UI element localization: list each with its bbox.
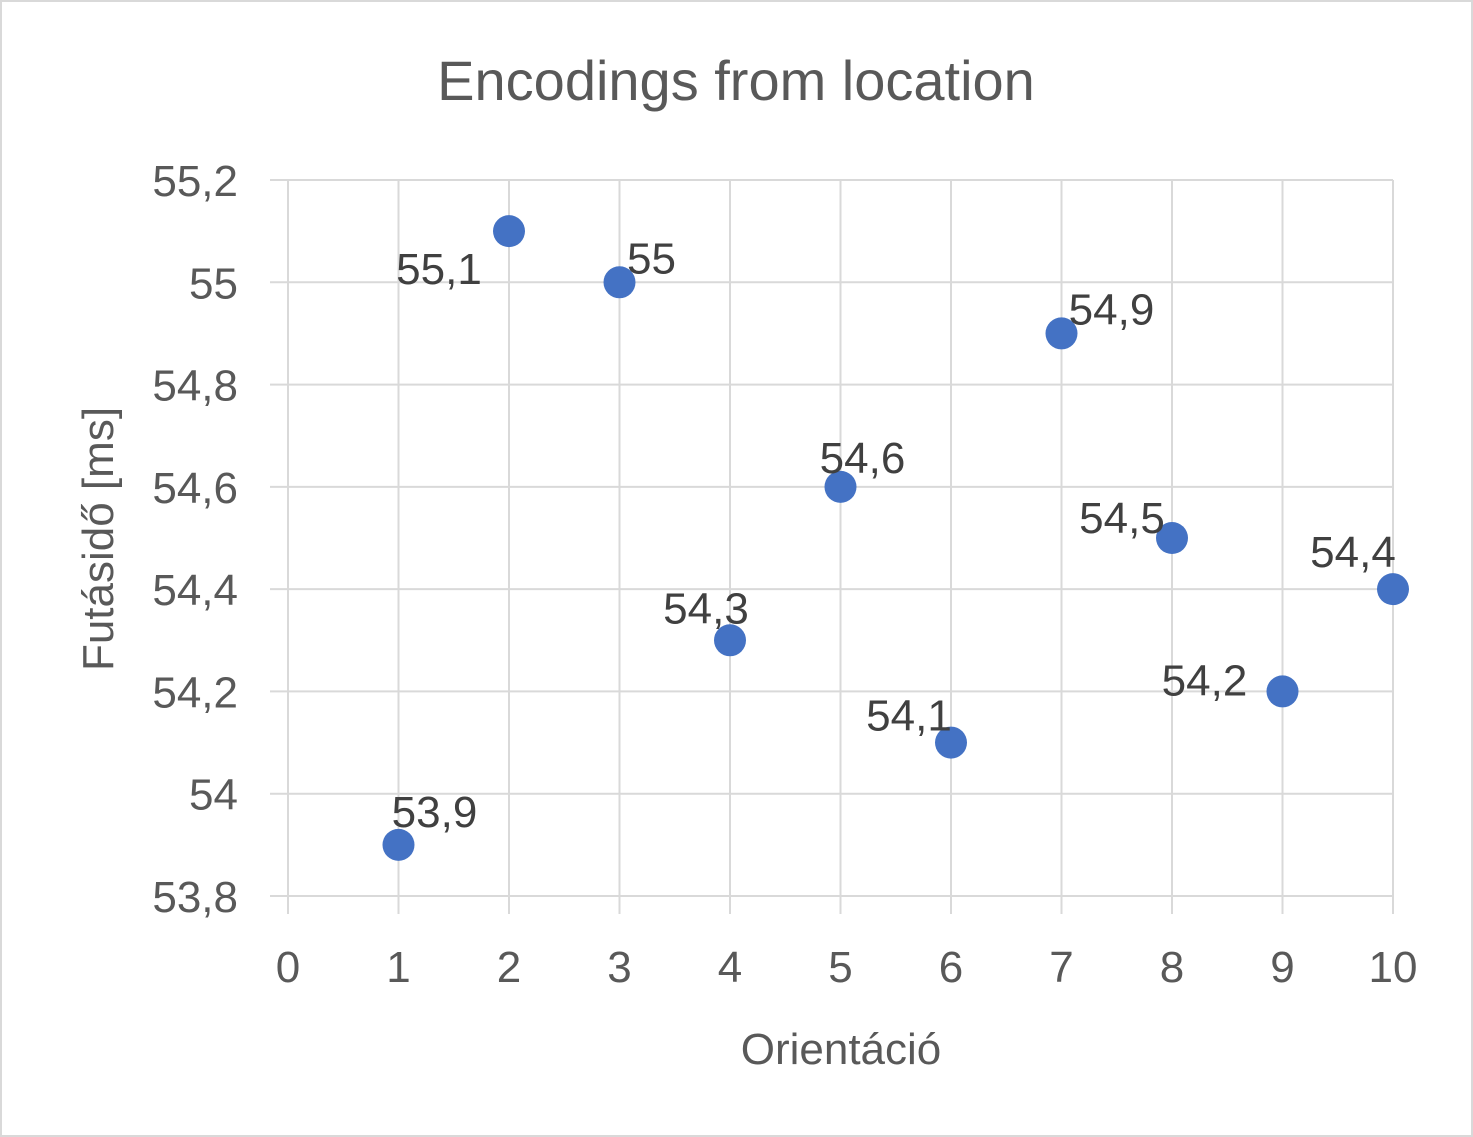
y-tick-label: 54,6 — [152, 464, 238, 513]
x-tick-label: 7 — [1049, 943, 1073, 992]
data-point — [1156, 522, 1188, 554]
data-label: 55,1 — [396, 245, 482, 294]
y-tick-label: 54,2 — [152, 668, 238, 717]
x-tick-label: 6 — [939, 943, 963, 992]
x-tick-label: 9 — [1270, 943, 1294, 992]
data-label: 55 — [627, 234, 676, 283]
data-point — [1266, 675, 1299, 708]
data-label: 53,9 — [392, 788, 478, 837]
data-point — [824, 470, 857, 503]
y-axis-label: Futásidő [ms] — [74, 407, 123, 671]
data-point — [493, 215, 525, 248]
x-tick-label: 4 — [718, 943, 742, 992]
data-label: 54,1 — [866, 692, 952, 741]
data-points — [382, 215, 1409, 861]
x-tick-label: 8 — [1160, 943, 1184, 992]
tick-labels: 53,8 54 54,2 54,4 54,6 54,8 55 55,2 0 1 2 3 4 5 6 7 8 9 10 — [152, 157, 1417, 992]
data-point — [1045, 317, 1078, 350]
data-label: 54,4 — [1310, 528, 1396, 577]
data-label: 54,3 — [663, 584, 749, 633]
data-label: 54,9 — [1069, 285, 1155, 334]
x-axis-label: Orientáció — [741, 1025, 942, 1074]
x-tick-label: 5 — [828, 943, 852, 992]
y-tick-label: 55 — [189, 259, 238, 308]
data-labels: 53,9 55,1 55 54,3 54,6 54,1 54,9 54,5 54,2 54,4 — [392, 234, 1396, 837]
data-point — [714, 624, 746, 657]
data-point — [1377, 573, 1409, 606]
data-label: 54,6 — [820, 434, 906, 483]
y-tick-label: 54 — [189, 771, 238, 820]
y-tick-label: 54,4 — [152, 566, 238, 615]
chart-title: Encodings from location — [437, 49, 1035, 112]
data-point — [382, 828, 415, 861]
y-tick-label: 53,8 — [152, 873, 238, 922]
x-tick-label: 2 — [497, 943, 521, 992]
x-tick-label: 1 — [386, 943, 410, 992]
x-tick-label: 3 — [607, 943, 631, 992]
y-tick-label: 55,2 — [152, 157, 238, 206]
data-point — [603, 266, 636, 299]
y-tick-label: 54,8 — [152, 362, 238, 411]
data-point — [935, 726, 967, 759]
x-tick-label: 0 — [276, 943, 300, 992]
data-label: 54,5 — [1079, 494, 1165, 543]
axes — [270, 180, 1393, 914]
x-tick-label: 10 — [1369, 943, 1418, 992]
data-label: 54,2 — [1162, 656, 1248, 705]
